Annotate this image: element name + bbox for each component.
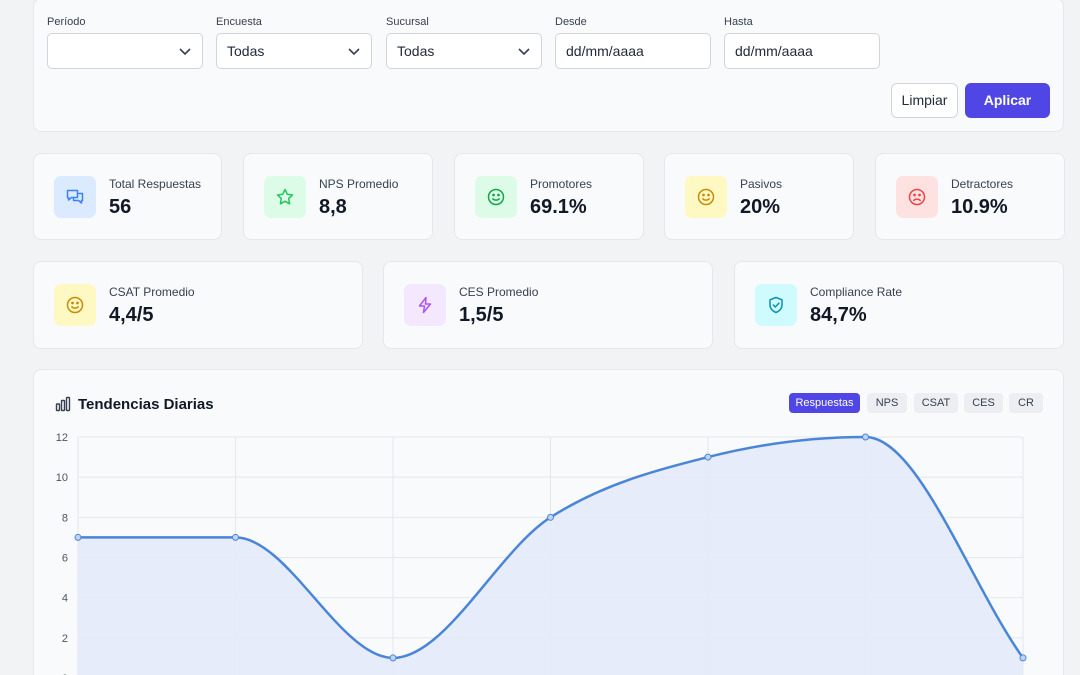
stat-icon-bg (475, 176, 517, 218)
stat-label: CES Promedio (459, 285, 539, 299)
y-tick-label: 10 (56, 472, 68, 484)
desde-filter: Desde dd/mm/aaaa (555, 16, 711, 69)
encuesta-value: Todas (227, 43, 265, 59)
stat-label: CSAT Promedio (109, 285, 195, 299)
hasta-filter: Hasta dd/mm/aaaa (724, 16, 880, 69)
stat-icon-bg (54, 176, 96, 218)
stat-icon-bg (54, 284, 96, 326)
sucursal-value: Todas (397, 43, 435, 59)
trends-chart: 0 2 4 6 8 10 12 (56, 432, 1027, 675)
stat-label: Detractores (951, 177, 1014, 191)
data-point (74, 533, 82, 541)
data-point (862, 433, 869, 441)
stat-label: Promotores (530, 177, 593, 191)
desde-date-input[interactable]: dd/mm/aaaa (555, 33, 711, 69)
y-tick-label: 6 (62, 553, 68, 565)
stat-value: 4,4/5 (109, 304, 154, 326)
desde-label: Desde (555, 16, 587, 28)
tab-nps[interactable]: NPS (867, 393, 907, 413)
stat-icon-bg (264, 176, 306, 218)
data-point (232, 533, 239, 541)
tab-respuestas[interactable]: Respuestas (789, 393, 860, 413)
periodo-filter: Período (47, 16, 203, 69)
tab-ces[interactable]: CES (964, 393, 1003, 413)
data-point (547, 513, 554, 521)
smile-icon (487, 188, 505, 206)
bar-chart-icon (55, 396, 71, 412)
message-icon (66, 189, 84, 204)
stat-value: 20% (740, 196, 781, 218)
apply-button[interactable]: Aplicar (965, 83, 1050, 118)
lightning-icon (418, 296, 432, 314)
stat-value: 56 (109, 196, 132, 218)
stat-value: 84,7% (810, 304, 867, 326)
stat-card-ces-promedio: CES Promedio 1,5/5 (383, 261, 713, 349)
y-tick-label: 12 (56, 432, 68, 444)
encuesta-label: Encuesta (216, 16, 262, 28)
stat-label: Pasivos (740, 177, 783, 191)
stat-label: Total Respuestas (109, 177, 202, 191)
stat-icon-bg (896, 176, 938, 218)
stat-icon-bg (755, 284, 797, 326)
y-tick-label: 2 (62, 633, 68, 645)
hasta-value: dd/mm/aaaa (735, 43, 813, 59)
stat-value: 10.9% (951, 196, 1008, 218)
stat-icon-bg (685, 176, 727, 218)
frown-icon (908, 188, 926, 206)
stat-card-csat-promedio: CSAT Promedio 4,4/5 (33, 261, 363, 349)
periodo-label: Período (47, 16, 86, 28)
trends-card: Tendencias Diarias Respuestas NPS CSAT C… (33, 369, 1064, 675)
stat-label: Compliance Rate (810, 285, 903, 299)
y-tick-label: 4 (62, 593, 68, 605)
sucursal-label: Sucursal (386, 16, 429, 28)
stat-card-detractores: Detractores 10.9% (875, 153, 1065, 240)
stat-label: NPS Promedio (319, 177, 399, 191)
star-icon (276, 188, 294, 205)
desde-value: dd/mm/aaaa (566, 43, 644, 59)
stat-card-compliance-rate: Compliance Rate 84,7% (734, 261, 1064, 349)
stat-value: 8,8 (319, 196, 347, 218)
shield-check-icon (769, 296, 783, 314)
stat-value: 69.1% (530, 196, 587, 218)
smile-icon (66, 296, 84, 314)
chevron-down-icon (179, 48, 191, 56)
y-tick-label: 0 (62, 673, 68, 675)
sucursal-select[interactable]: Todas (386, 33, 542, 69)
stat-card-promotores: Promotores 69.1% (454, 153, 644, 240)
stat-card-pasivos: Pasivos 20% (664, 153, 854, 240)
hasta-date-input[interactable]: dd/mm/aaaa (724, 33, 880, 69)
data-point (389, 654, 397, 662)
filters-panel: Período Encuesta Todas Sucursal Todas De… (33, 0, 1064, 132)
tab-csat[interactable]: CSAT (914, 393, 958, 413)
stat-card-total-respuestas: Total Respuestas 56 (33, 153, 222, 240)
hasta-label: Hasta (724, 16, 753, 28)
stat-value: 1,5/5 (459, 304, 504, 326)
chart-title: Tendencias Diarias (78, 396, 214, 413)
smile-icon (697, 188, 715, 206)
stat-card-nps-promedio: NPS Promedio 8,8 (243, 153, 433, 240)
tab-cr[interactable]: CR (1009, 393, 1043, 413)
stat-icon-bg (404, 284, 446, 326)
chevron-down-icon (518, 48, 530, 56)
sucursal-filter: Sucursal Todas (386, 16, 542, 69)
area-fill (78, 437, 1023, 675)
clear-button[interactable]: Limpiar (891, 83, 958, 118)
chevron-down-icon (348, 48, 360, 56)
encuesta-filter: Encuesta Todas (216, 16, 372, 69)
data-point (704, 453, 712, 461)
periodo-select[interactable] (47, 33, 203, 69)
y-tick-label: 8 (62, 512, 68, 524)
data-point (1019, 654, 1027, 662)
encuesta-select[interactable]: Todas (216, 33, 372, 69)
